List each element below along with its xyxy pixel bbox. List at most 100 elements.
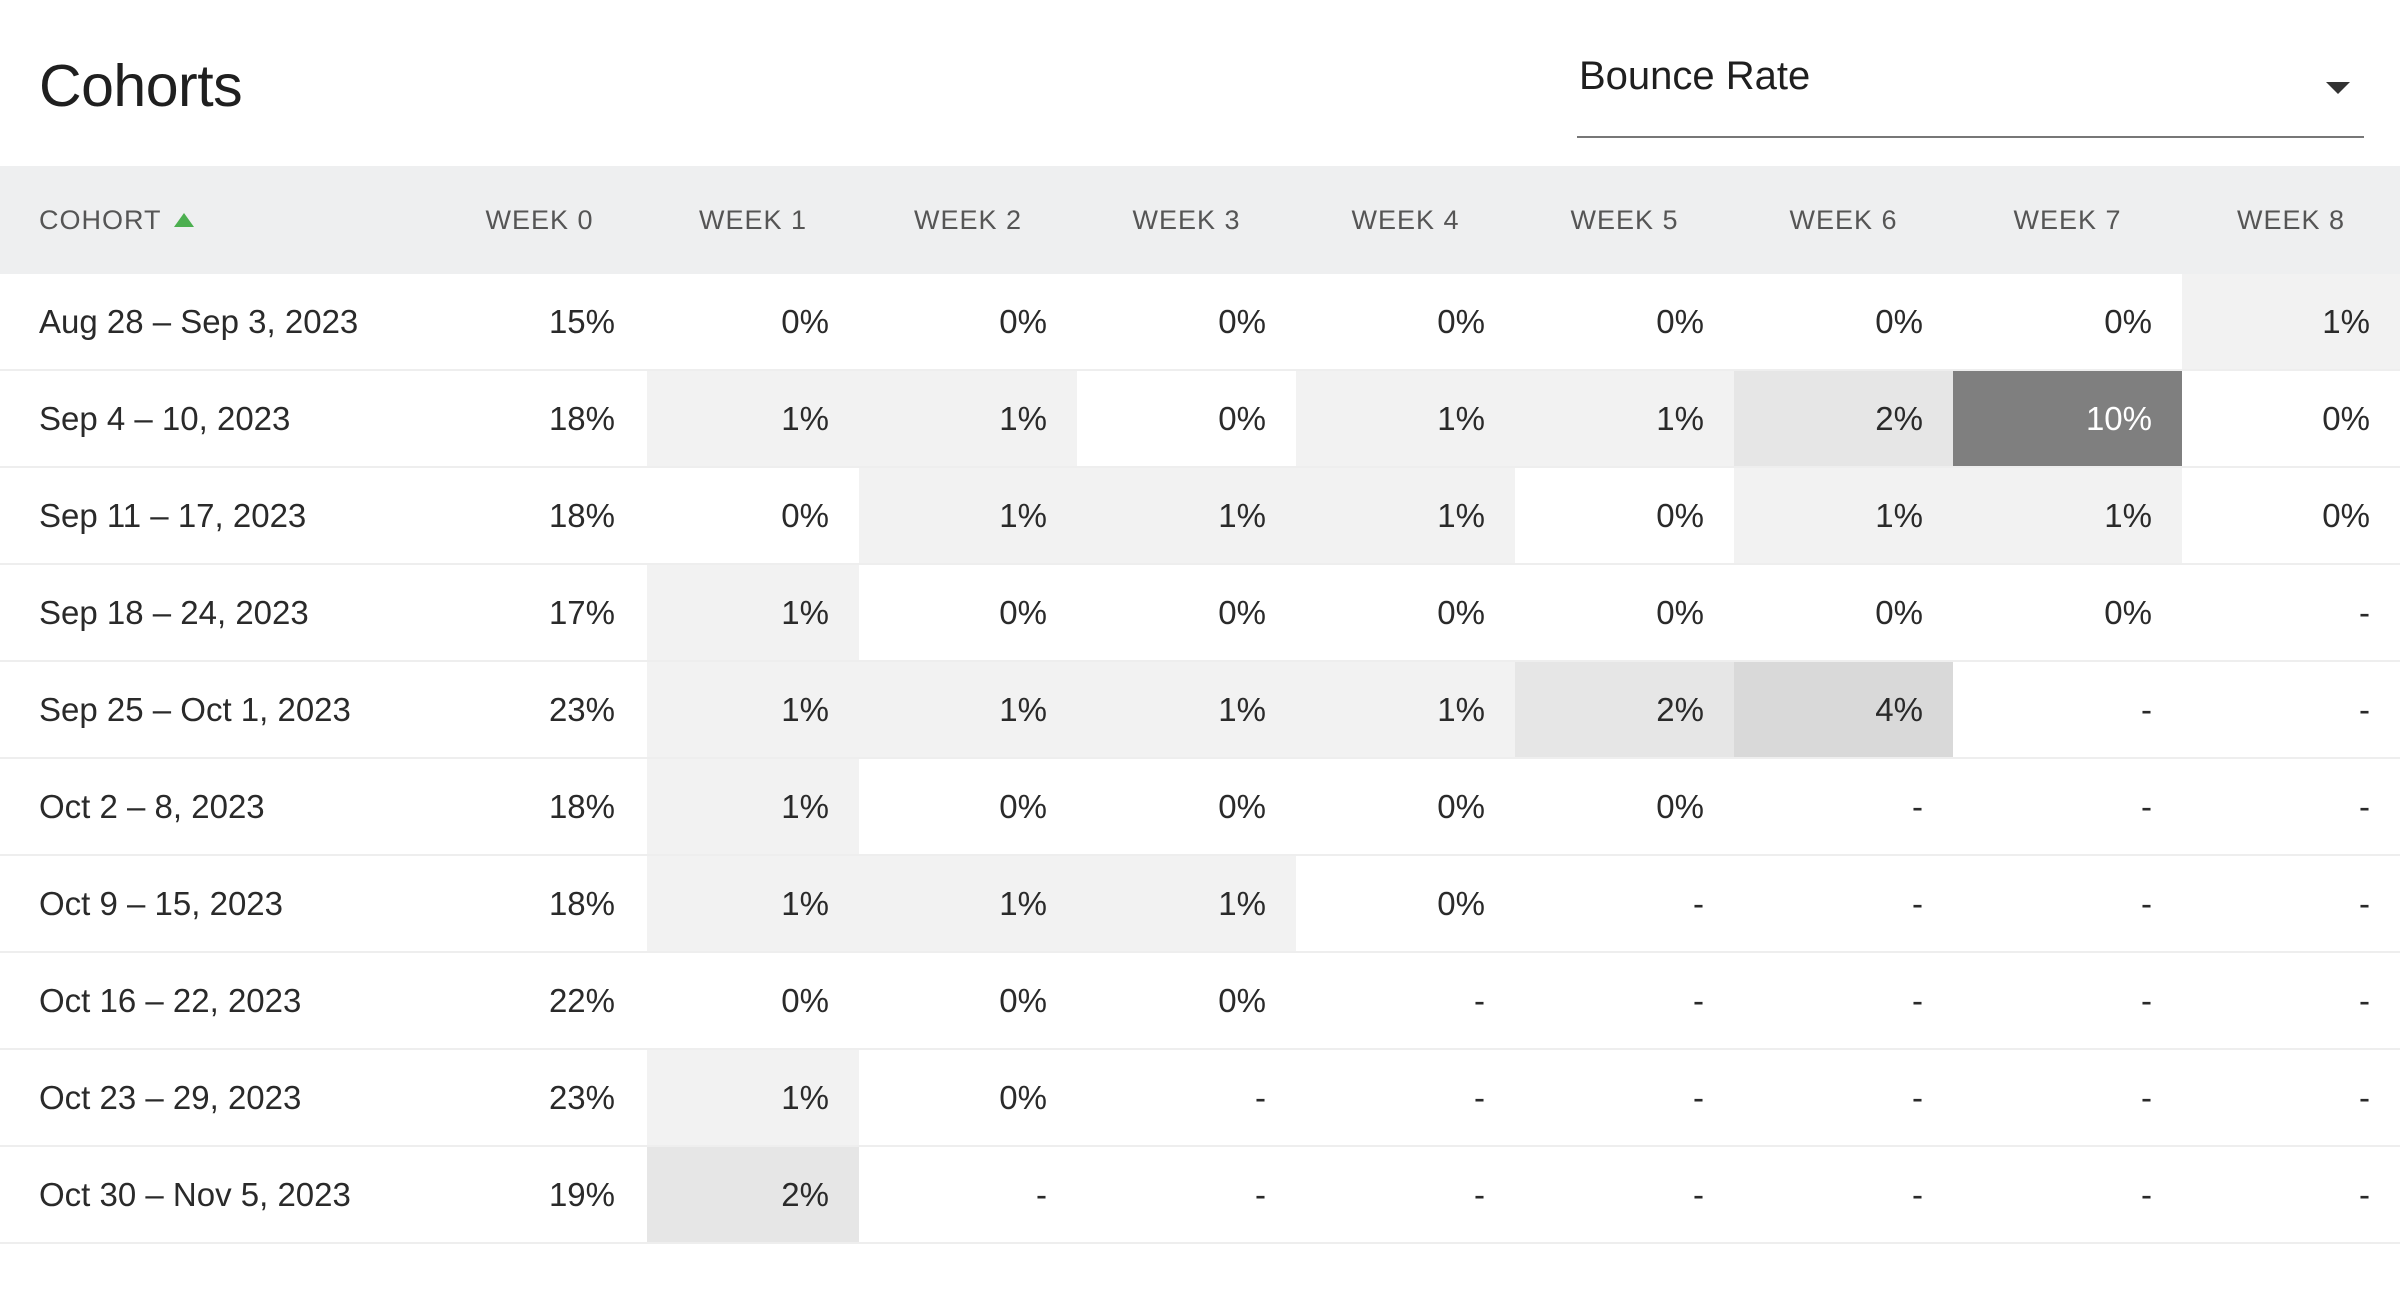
- cohort-cell: 1%: [647, 370, 859, 468]
- cohort-label: Aug 28 – Sep 3, 2023: [0, 274, 432, 371]
- cohort-cell: 1%: [859, 661, 1077, 759]
- cohort-cell: 1%: [859, 467, 1077, 565]
- cohort-cell: -: [1953, 1049, 2182, 1147]
- cohort-cell: 0%: [1296, 855, 1515, 953]
- table-row: Sep 4 – 10, 2023 18% 1% 1% 0% 1% 1% 2% 10% 0%: [0, 370, 2400, 468]
- cohort-cell: 0%: [1515, 274, 1734, 371]
- cohort-cell: -: [2182, 661, 2400, 759]
- cohort-cell: 0%: [859, 564, 1077, 662]
- cohort-cell: 1%: [1296, 467, 1515, 565]
- cohort-cell: -: [1515, 855, 1734, 953]
- column-header-week-1[interactable]: WEEK 1: [647, 166, 859, 274]
- column-header-week-4[interactable]: WEEK 4: [1296, 166, 1515, 274]
- table-row: Aug 28 – Sep 3, 2023 15% 0% 0% 0% 0% 0% 0% 0% 1%: [0, 274, 2400, 371]
- cohort-cell: 0%: [647, 274, 859, 371]
- cohort-cell: 23%: [432, 661, 647, 759]
- column-header-week-8[interactable]: WEEK 8: [2182, 166, 2400, 274]
- column-header-week-3[interactable]: WEEK 3: [1077, 166, 1296, 274]
- cohort-cell: 22%: [432, 952, 647, 1050]
- cohort-cell: 2%: [1515, 661, 1734, 759]
- page-title: Cohorts: [39, 53, 243, 119]
- column-header-cohort[interactable]: COHORT: [0, 166, 432, 274]
- cohort-cell: 0%: [647, 952, 859, 1050]
- cohort-label: Sep 4 – 10, 2023: [0, 370, 432, 468]
- cohort-cell: -: [1953, 661, 2182, 759]
- cohort-label: Oct 23 – 29, 2023: [0, 1049, 432, 1147]
- column-header-week-2[interactable]: WEEK 2: [859, 166, 1077, 274]
- cohort-cell: -: [2182, 564, 2400, 662]
- cohort-cell: 2%: [1734, 370, 1953, 468]
- cohort-cell: -: [859, 1146, 1077, 1244]
- cohort-cell: 0%: [1515, 564, 1734, 662]
- cohort-cell: 1%: [1515, 370, 1734, 468]
- cohort-cell: 0%: [1515, 467, 1734, 565]
- cohort-cell: 1%: [1296, 370, 1515, 468]
- metric-dropdown[interactable]: Bounce Rate: [1577, 40, 2364, 138]
- column-header-week-6[interactable]: WEEK 6: [1734, 166, 1953, 274]
- cohort-cell: -: [2182, 855, 2400, 953]
- cohort-cell: 18%: [432, 758, 647, 856]
- cohort-cell: 19%: [432, 1146, 647, 1244]
- table-header-row: COHORT WEEK 0 WEEK 1 WEEK 2 WEEK 3 WEEK …: [0, 166, 2400, 274]
- table-row: Sep 11 – 17, 2023 18% 0% 1% 1% 1% 0% 1% 1% 0%: [0, 467, 2400, 565]
- cohort-cell: 18%: [432, 370, 647, 468]
- cohort-cell: 0%: [1296, 564, 1515, 662]
- cohort-cell: 1%: [647, 564, 859, 662]
- cohort-cell: 23%: [432, 1049, 647, 1147]
- cohort-cell: -: [1077, 1146, 1296, 1244]
- cohort-cell: 1%: [1734, 467, 1953, 565]
- cohort-cell: 0%: [859, 1049, 1077, 1147]
- cohort-cell: 0%: [1734, 274, 1953, 371]
- cohort-cell: 0%: [859, 758, 1077, 856]
- cohort-cell: -: [2182, 952, 2400, 1050]
- cohort-cell: -: [1077, 1049, 1296, 1147]
- cohort-cell: 1%: [1077, 467, 1296, 565]
- cohort-cell: -: [1953, 855, 2182, 953]
- cohort-cell: 0%: [1077, 564, 1296, 662]
- cohort-cell: -: [1734, 1049, 1953, 1147]
- cohort-label: Oct 2 – 8, 2023: [0, 758, 432, 856]
- cohort-cell: -: [2182, 758, 2400, 856]
- metric-dropdown-value: Bounce Rate: [1579, 54, 1811, 98]
- table-row: Oct 9 – 15, 2023 18% 1% 1% 1% 0% - - - -: [0, 855, 2400, 953]
- table-row: Oct 30 – Nov 5, 2023 19% 2% - - - - - - -: [0, 1146, 2400, 1244]
- chevron-down-icon: [2326, 82, 2350, 94]
- cohort-cell: -: [1734, 1146, 1953, 1244]
- cohort-cell: -: [2182, 1049, 2400, 1147]
- cohort-label: Sep 18 – 24, 2023: [0, 564, 432, 662]
- cohort-cell: 1%: [1077, 661, 1296, 759]
- cohort-label: Oct 30 – Nov 5, 2023: [0, 1146, 432, 1244]
- cohort-cell: 0%: [2182, 467, 2400, 565]
- cohort-cell: -: [1953, 952, 2182, 1050]
- cohort-label: Sep 25 – Oct 1, 2023: [0, 661, 432, 759]
- cohort-cell: 1%: [859, 855, 1077, 953]
- cohort-label: Sep 11 – 17, 2023: [0, 467, 432, 565]
- cohort-cell: 0%: [1515, 758, 1734, 856]
- column-header-week-0[interactable]: WEEK 0: [432, 166, 647, 274]
- cohort-cell: 0%: [1296, 274, 1515, 371]
- cohort-cell: 0%: [2182, 370, 2400, 468]
- sort-ascending-icon: [173, 212, 194, 227]
- cohort-cell: 0%: [1077, 274, 1296, 371]
- cohort-cell: 1%: [1077, 855, 1296, 953]
- cohort-cell: 0%: [1077, 758, 1296, 856]
- cohort-cell: 1%: [647, 758, 859, 856]
- cohort-cell: -: [2182, 1146, 2400, 1244]
- cohort-table: COHORT WEEK 0 WEEK 1 WEEK 2 WEEK 3 WEEK …: [0, 166, 2400, 1244]
- cohort-cell: -: [1515, 1146, 1734, 1244]
- cohort-cell: -: [1734, 758, 1953, 856]
- cohort-cell: -: [1515, 952, 1734, 1050]
- cohort-cell: 15%: [432, 274, 647, 371]
- cohort-cell: -: [1296, 952, 1515, 1050]
- cohort-cell: 1%: [1296, 661, 1515, 759]
- cohort-cell: -: [1734, 952, 1953, 1050]
- cohort-cell: 0%: [1734, 564, 1953, 662]
- table-row: Sep 18 – 24, 2023 17% 1% 0% 0% 0% 0% 0% 0% -: [0, 564, 2400, 662]
- column-header-week-7[interactable]: WEEK 7: [1953, 166, 2182, 274]
- cohort-cell: 17%: [432, 564, 647, 662]
- table-row: Oct 23 – 29, 2023 23% 1% 0% - - - - - -: [0, 1049, 2400, 1147]
- column-header-week-5[interactable]: WEEK 5: [1515, 166, 1734, 274]
- table-row: Oct 16 – 22, 2023 22% 0% 0% 0% - - - - -: [0, 952, 2400, 1050]
- cohort-cell: 18%: [432, 467, 647, 565]
- cohort-cell: 2%: [647, 1146, 859, 1244]
